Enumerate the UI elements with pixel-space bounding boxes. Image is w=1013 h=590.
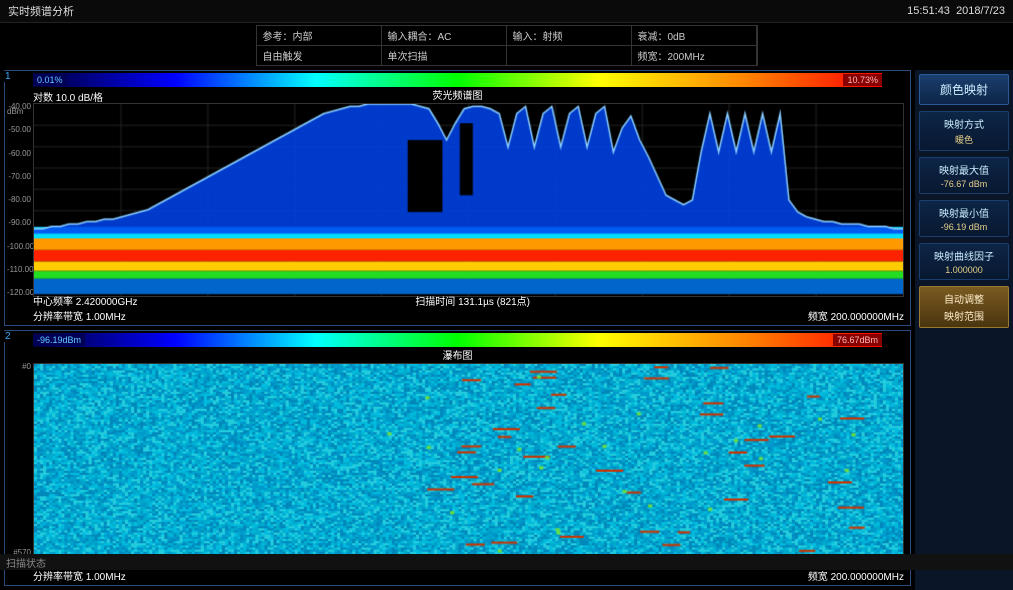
span-1: 频宽 200.000000MHz [808,308,904,323]
map-curve-button[interactable]: 映射曲线因子 1.000000 [919,243,1009,280]
y-axis-2: #0 #570 [7,363,31,557]
rbw-1: 分辨率带宽 1.00MHz [33,308,138,323]
app-title: 实时频谱分析 [8,3,74,19]
info-ref: 参考：内部 [257,26,382,45]
map-max-button[interactable]: 映射最大值 -76.67 dBm [919,157,1009,194]
map-mode-button[interactable]: 映射方式 暖色 [919,111,1009,151]
sidebar-header[interactable]: 颜色映射 [919,74,1009,105]
scale-min-2: -96.19dBm [33,334,85,346]
chart-title-1: 荧光频谱图 [433,87,483,102]
persistence-panel: 1 0.01% 10.73% 对数 10.0 dB/格 荧光频谱图 dBm -4… [4,70,911,326]
map-min-button[interactable]: 映射最小值 -96.19 dBm [919,200,1009,237]
panel-number-1: 1 [3,71,13,82]
center-freq-1: 中心频率 2.420000GHz [33,293,138,308]
scale-min-1: 0.01% [33,74,67,86]
info-blank [507,45,632,65]
scale-max-1: 10.73% [843,74,882,86]
info-span: 频宽：200MHz [632,45,757,65]
clock: 15:51:43 2018/7/23 [907,5,1005,17]
persistence-chart[interactable] [33,103,904,297]
info-sweep: 单次扫描 [382,45,507,65]
y-axis-1: -40.00-50.00-60.00-70.00-80.00-90.00-100… [7,103,31,297]
rbw-2: 分辨率带宽 1.00MHz [33,568,138,583]
scale-max-2: 76.67dBm [833,334,882,346]
color-scale-1: 0.01% 10.73% [33,73,882,87]
waterfall-chart[interactable] [33,363,904,557]
info-atten: 衰减：0dB [632,26,757,45]
span-2: 频宽 200.000000MHz [808,568,904,583]
info-coupling: 输入耦合：AC [382,26,507,45]
scan-time-1: 扫描时间 131.1µs (821点) [415,293,530,323]
info-trigger: 自由触发 [257,45,382,65]
sidebar: 颜色映射 映射方式 暖色 映射最大值 -76.67 dBm 映射最小值 -96.… [915,70,1013,590]
scale-label: 对数 10.0 dB/格 [33,89,103,104]
panel-number-2: 2 [3,331,13,342]
color-scale-2: -96.19dBm 76.67dBm [33,333,882,347]
panel1-footer: 中心频率 2.420000GHz 分辨率带宽 1.00MHz 扫描时间 131.… [33,293,904,323]
status-bar: 扫描状态 [0,554,1013,570]
info-grid: 参考：内部 输入耦合：AC 输入：射频 衰减：0dB 自由触发 单次扫描 频宽：… [256,25,758,66]
waterfall-panel: 2 -96.19dBm 76.67dBm 瀑布图 #0 #570 中心频率 2.… [4,330,911,586]
chart-title-2: 瀑布图 [443,347,473,362]
ytop: #0 [7,363,31,371]
info-input: 输入：射频 [507,26,632,45]
auto-adjust-button[interactable]: 自动调整 映射范围 [919,286,1009,328]
top-bar: 实时频谱分析 15:51:43 2018/7/23 [0,0,1013,23]
